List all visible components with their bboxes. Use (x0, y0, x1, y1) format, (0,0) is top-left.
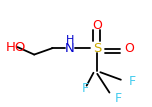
Text: O: O (92, 19, 102, 32)
Text: F: F (115, 92, 122, 105)
Text: O: O (125, 42, 135, 55)
Text: S: S (93, 42, 102, 55)
Text: N: N (65, 42, 75, 55)
Text: H: H (66, 35, 74, 45)
Text: F: F (129, 75, 136, 88)
Text: F: F (82, 82, 89, 95)
Text: HO: HO (6, 41, 26, 54)
